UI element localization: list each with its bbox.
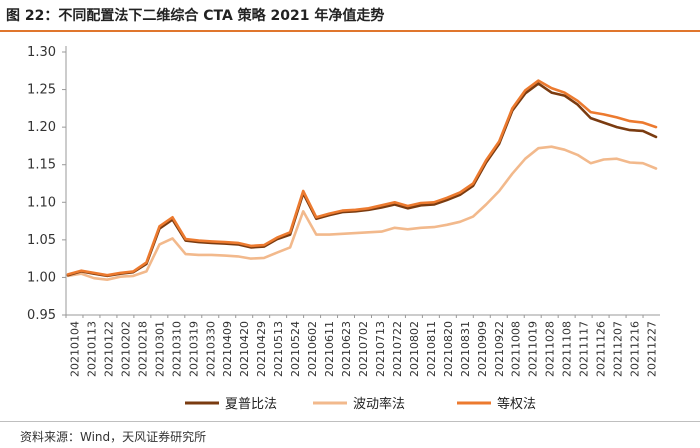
x-tick-label: 20210420 [238,321,251,377]
x-tick-label: 20210713 [374,321,387,377]
x-tick-label: 20210831 [459,321,472,377]
x-tick-label: 20210301 [153,321,166,377]
series-line-1 [66,82,658,278]
legend-label: 等权法 [497,396,536,412]
x-tick-label: 20210113 [85,321,98,377]
x-tick-label: 20210722 [391,321,404,377]
x-tick-label: 20211126 [595,321,608,377]
x-tick-label: 20211117 [578,321,591,377]
figure-title: 图 22：不同配置法下二维综合 CTA 策略 2021 年净值走势 [6,8,385,24]
x-tick-label: 20211008 [510,321,523,377]
y-tick-label: 0.95 [27,308,56,323]
x-tick-label: 20211108 [561,321,574,377]
x-tick-label: 20210611 [323,321,336,377]
x-tick-label: 20210513 [272,321,285,377]
x-tick-label: 20210909 [476,321,489,377]
x-tick-label: 20210623 [340,321,353,377]
line-chart: 0.95 1.00 1.05 1.10 1.15 1.20 1.25 1.30 20210104… [27,45,660,412]
title-underline [0,30,700,32]
y-tick-label: 1.05 [27,233,56,248]
x-tick-label: 20211028 [544,321,557,377]
y-tick-label: 1.25 [27,83,56,98]
x-tick-label: 20210811 [425,321,438,377]
x-tick-label: 20211227 [646,321,659,377]
x-tick-label: 20210104 [68,321,81,377]
x-tick-label: 20210218 [136,321,149,377]
legend-label: 夏普比法 [225,397,277,412]
x-tick-label: 20210429 [255,321,268,377]
x-tick-label: 20211216 [629,321,642,377]
x-tick-label: 20211207 [612,321,625,377]
y-tick-label: 1.30 [27,45,56,60]
x-tick-label: 20210310 [170,321,183,377]
series-line-3 [66,79,658,277]
y-tick-label: 1.20 [27,120,56,135]
legend-label: 波动率法 [353,396,405,412]
x-tick-label: 20210602 [306,321,319,377]
x-tick-label: 20211019 [527,321,540,377]
x-tick-label: 20210922 [493,321,506,377]
y-tick-label: 1.15 [27,158,56,173]
x-tick-label: 20210409 [221,321,234,377]
x-tick-label: 20210524 [289,321,302,377]
x-tick-label: 20210202 [119,321,132,377]
x-tick-label: 20210319 [187,321,200,377]
source-note: 资料来源：Wind，天风证券研究所 [20,430,207,444]
x-tick-label: 20210802 [408,321,421,377]
x-tick-label: 20210820 [442,321,455,377]
series-line-2 [66,145,658,281]
x-tick-label: 20210702 [357,321,370,377]
x-tick-label: 20210122 [102,321,115,377]
x-tick-label: 20210330 [204,321,217,377]
y-tick-label: 1.10 [27,195,56,210]
title-bar: 图 22：不同配置法下二维综合 CTA 策略 2021 年净值走势 [0,0,700,33]
footer-divider [0,421,700,422]
y-tick-label: 1.00 [27,270,56,285]
